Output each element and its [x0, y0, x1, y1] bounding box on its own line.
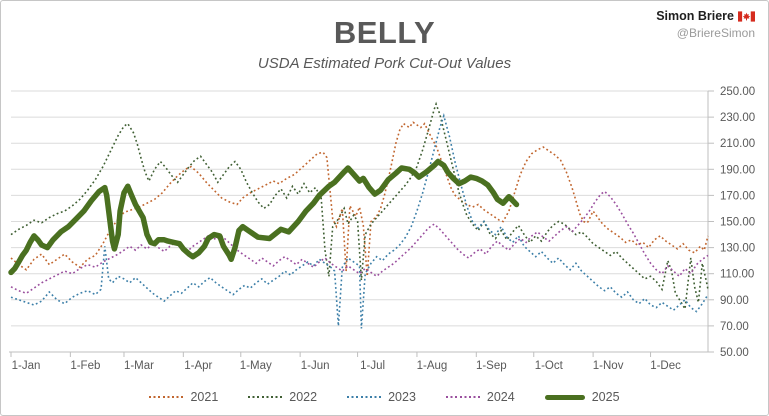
x-tick-label: 1-May [240, 360, 272, 372]
attribution-name: Simon Briere [656, 9, 734, 23]
page-subtitle: USDA Estimated Pork Cut-Out Values [257, 55, 512, 72]
x-tick-label: 1-Aug [417, 360, 448, 372]
y-tick-label: 210.00 [720, 138, 755, 150]
chart-legend: 2021 2022 2023 2024 2025 [1, 390, 768, 404]
attribution-handle: @BriereSimon [676, 25, 755, 40]
y-tick-label: 150.00 [720, 217, 755, 229]
legend-label-2023: 2023 [388, 390, 416, 404]
legend-label-2025: 2025 [591, 390, 620, 404]
legend-swatch-2024 [445, 395, 480, 399]
x-tick-label: 1-Apr [184, 360, 212, 372]
legend-item-2024: 2024 [445, 390, 515, 404]
canada-flag-icon [738, 11, 755, 22]
x-tick-label: 1-Dec [650, 360, 681, 372]
legend-item-2021: 2021 [149, 390, 218, 404]
y-tick-label: 50.00 [720, 347, 749, 359]
y-tick-label: 90.00 [720, 295, 749, 307]
y-tick-label: 110.00 [720, 269, 754, 281]
legend-label-2022: 2022 [289, 390, 318, 404]
legend-item-2022: 2022 [248, 390, 317, 404]
x-tick-label: 1-Feb [70, 360, 100, 372]
attribution-name-row: Simon Briere [656, 9, 755, 25]
series-line-2023 [10, 113, 709, 329]
x-tick-label: 1-Nov [593, 360, 624, 372]
y-tick-label: 170.00 [720, 190, 755, 202]
x-tick-label: 1-Jul [360, 360, 385, 372]
x-tick-label: 1-Jun [301, 360, 330, 372]
page-title: BELLY [333, 15, 436, 50]
maple-leaf-icon [742, 12, 751, 21]
legend-item-2025: 2025 [544, 390, 620, 404]
y-tick-label: 230.00 [720, 112, 755, 124]
legend-swatch-2023 [347, 395, 382, 399]
series-line-2022 [10, 101, 709, 312]
legend-swatch-2022 [248, 395, 283, 399]
series-line-2021 [10, 121, 709, 277]
y-tick-label: 70.00 [720, 321, 749, 333]
legend-swatch-2025 [544, 394, 585, 400]
x-tick-label: 1-Jan [12, 360, 41, 372]
x-tick-label: 1-Sep [476, 360, 507, 372]
y-tick-label: 190.00 [720, 164, 755, 176]
legend-label-2024: 2024 [486, 390, 515, 404]
y-tick-label: 130.00 [720, 243, 755, 255]
x-tick-label: 1-Oct [535, 360, 564, 372]
legend-item-2023: 2023 [347, 390, 416, 404]
x-tick-label: 1-Mar [124, 360, 154, 372]
legend-swatch-2021 [149, 395, 184, 399]
y-tick-label: 250.00 [720, 86, 755, 98]
legend-label-2021: 2021 [190, 390, 219, 404]
series-line-2025 [8, 158, 520, 276]
attribution: Simon Briere @BriereSimon [656, 9, 755, 41]
